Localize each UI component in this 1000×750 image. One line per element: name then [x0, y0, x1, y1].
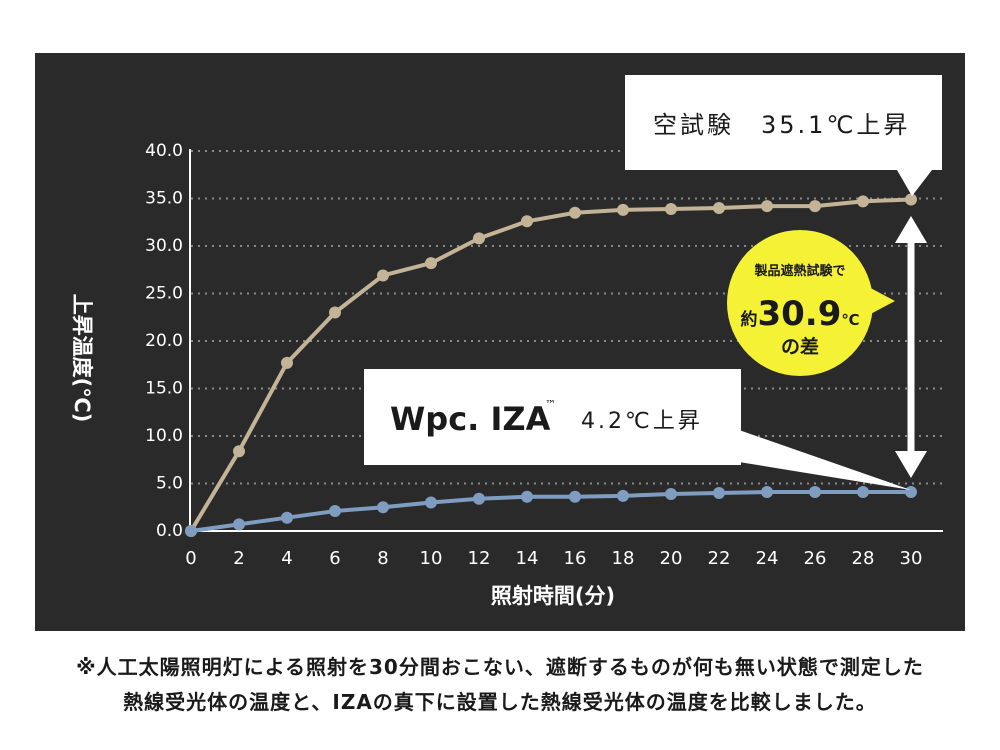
x-tick-label: 18 — [612, 548, 635, 569]
x-tick-labels: 0 2 4 6 8 10 12 14 16 18 20 22 24 26 28 30 — [185, 548, 922, 569]
blank-test-label: 空試験 35.1℃上昇 — [653, 111, 910, 139]
series-2-point — [617, 489, 629, 502]
series-2-point — [857, 486, 869, 499]
y-tick-labels: 0.0 5.0 10.0 15.0 20.0 25.0 30.0 35.0 40.0 — [145, 141, 183, 541]
series-1-line — [189, 197, 912, 533]
y-tick-label: 15.0 — [145, 379, 183, 399]
series-2-point — [809, 486, 821, 499]
series-2-point — [425, 496, 437, 509]
series-2-point — [521, 490, 533, 503]
x-tick-label: 22 — [708, 548, 731, 569]
x-tick-label: 0 — [185, 548, 196, 569]
bubble-value: 30.9 — [757, 294, 841, 334]
x-tick-label: 4 — [281, 548, 292, 569]
y-tick-label: 20.0 — [145, 331, 183, 351]
series-1-point — [761, 200, 773, 213]
bubble-line1: 製品遮熱試験で — [753, 263, 845, 279]
blank-test-callout: 空試験 35.1℃上昇 — [625, 75, 942, 196]
x-tick-label: 12 — [468, 548, 491, 569]
x-tick-label: 30 — [900, 548, 923, 569]
series-2-line — [190, 490, 911, 533]
difference-arrow — [895, 216, 927, 478]
series-2-point — [233, 518, 245, 531]
series-2-point — [281, 511, 293, 524]
bubble-prefix: 約 — [740, 309, 757, 330]
x-tick-label: 26 — [804, 548, 827, 569]
series-2-point — [329, 505, 341, 518]
bubble-line3: の差 — [781, 335, 819, 358]
series-2-point — [377, 501, 389, 514]
series-2-point — [665, 487, 677, 500]
series-1-point — [233, 445, 245, 458]
series-1-point — [665, 202, 677, 215]
series-1-point — [617, 203, 629, 216]
iza-callout: Wpc. IZA ™ 4.2℃上昇 — [364, 369, 911, 490]
x-tick-label: 2 — [233, 548, 244, 569]
series-1-point — [377, 269, 389, 282]
series-1-point — [425, 257, 437, 270]
x-tick-label: 8 — [377, 548, 388, 569]
series-1-point — [713, 202, 725, 214]
series-2-point — [713, 487, 725, 499]
series-1-point — [905, 193, 917, 206]
series-2-point — [905, 486, 917, 499]
bubble-unit: ℃ — [841, 311, 859, 329]
y-tick-label: 40.0 — [145, 141, 183, 161]
x-tick-label: 14 — [516, 548, 539, 569]
series-2-point — [185, 525, 197, 537]
footnote-line-2: 熱線受光体の温度と、IZAの真下に設置した熱線受光体の温度を比較しました。 — [123, 690, 877, 714]
series-1-point — [569, 206, 581, 219]
x-tick-label: 16 — [564, 548, 587, 569]
series-1-point — [281, 356, 293, 369]
series-1-point — [473, 232, 485, 245]
x-tick-label: 10 — [420, 548, 443, 569]
series-1-point — [329, 306, 341, 319]
x-tick-label: 24 — [756, 548, 779, 569]
series-2-point — [569, 490, 581, 503]
bubble-value-line: 約30.9℃ — [740, 294, 859, 334]
series-lines — [185, 193, 917, 537]
series-1-point — [521, 215, 533, 228]
series-1-point — [809, 200, 821, 213]
series-2-point — [473, 492, 485, 505]
series-1-point — [857, 195, 869, 208]
series-2-point — [761, 486, 773, 499]
axes — [189, 149, 943, 532]
y-tick-label: 10.0 — [145, 426, 183, 446]
x-tick-label: 6 — [329, 548, 340, 569]
x-tick-label: 20 — [660, 548, 683, 569]
x-axis-label: 照射時間(分) — [491, 584, 615, 608]
iza-rise-label: 4.2℃上昇 — [581, 409, 703, 434]
iza-trademark: ™ — [545, 398, 556, 411]
x-tick-label: 28 — [852, 548, 875, 569]
y-tick-label: 35.0 — [145, 189, 183, 209]
y-tick-label: 5.0 — [156, 474, 183, 494]
iza-brand-label: Wpc. IZA — [390, 400, 551, 438]
y-axis-label: 上昇温度(℃) — [70, 294, 94, 423]
y-tick-label: 30.0 — [145, 236, 183, 256]
y-tick-label: 0.0 — [156, 521, 183, 541]
difference-bubble: 製品遮熱試験で 約30.9℃ の差 — [727, 230, 895, 376]
footnote-line-1: ※人工太陽照明灯による照射を30分間おこない、遮断するものが何も無い状態で測定し… — [76, 655, 924, 679]
y-tick-label: 25.0 — [145, 284, 183, 304]
